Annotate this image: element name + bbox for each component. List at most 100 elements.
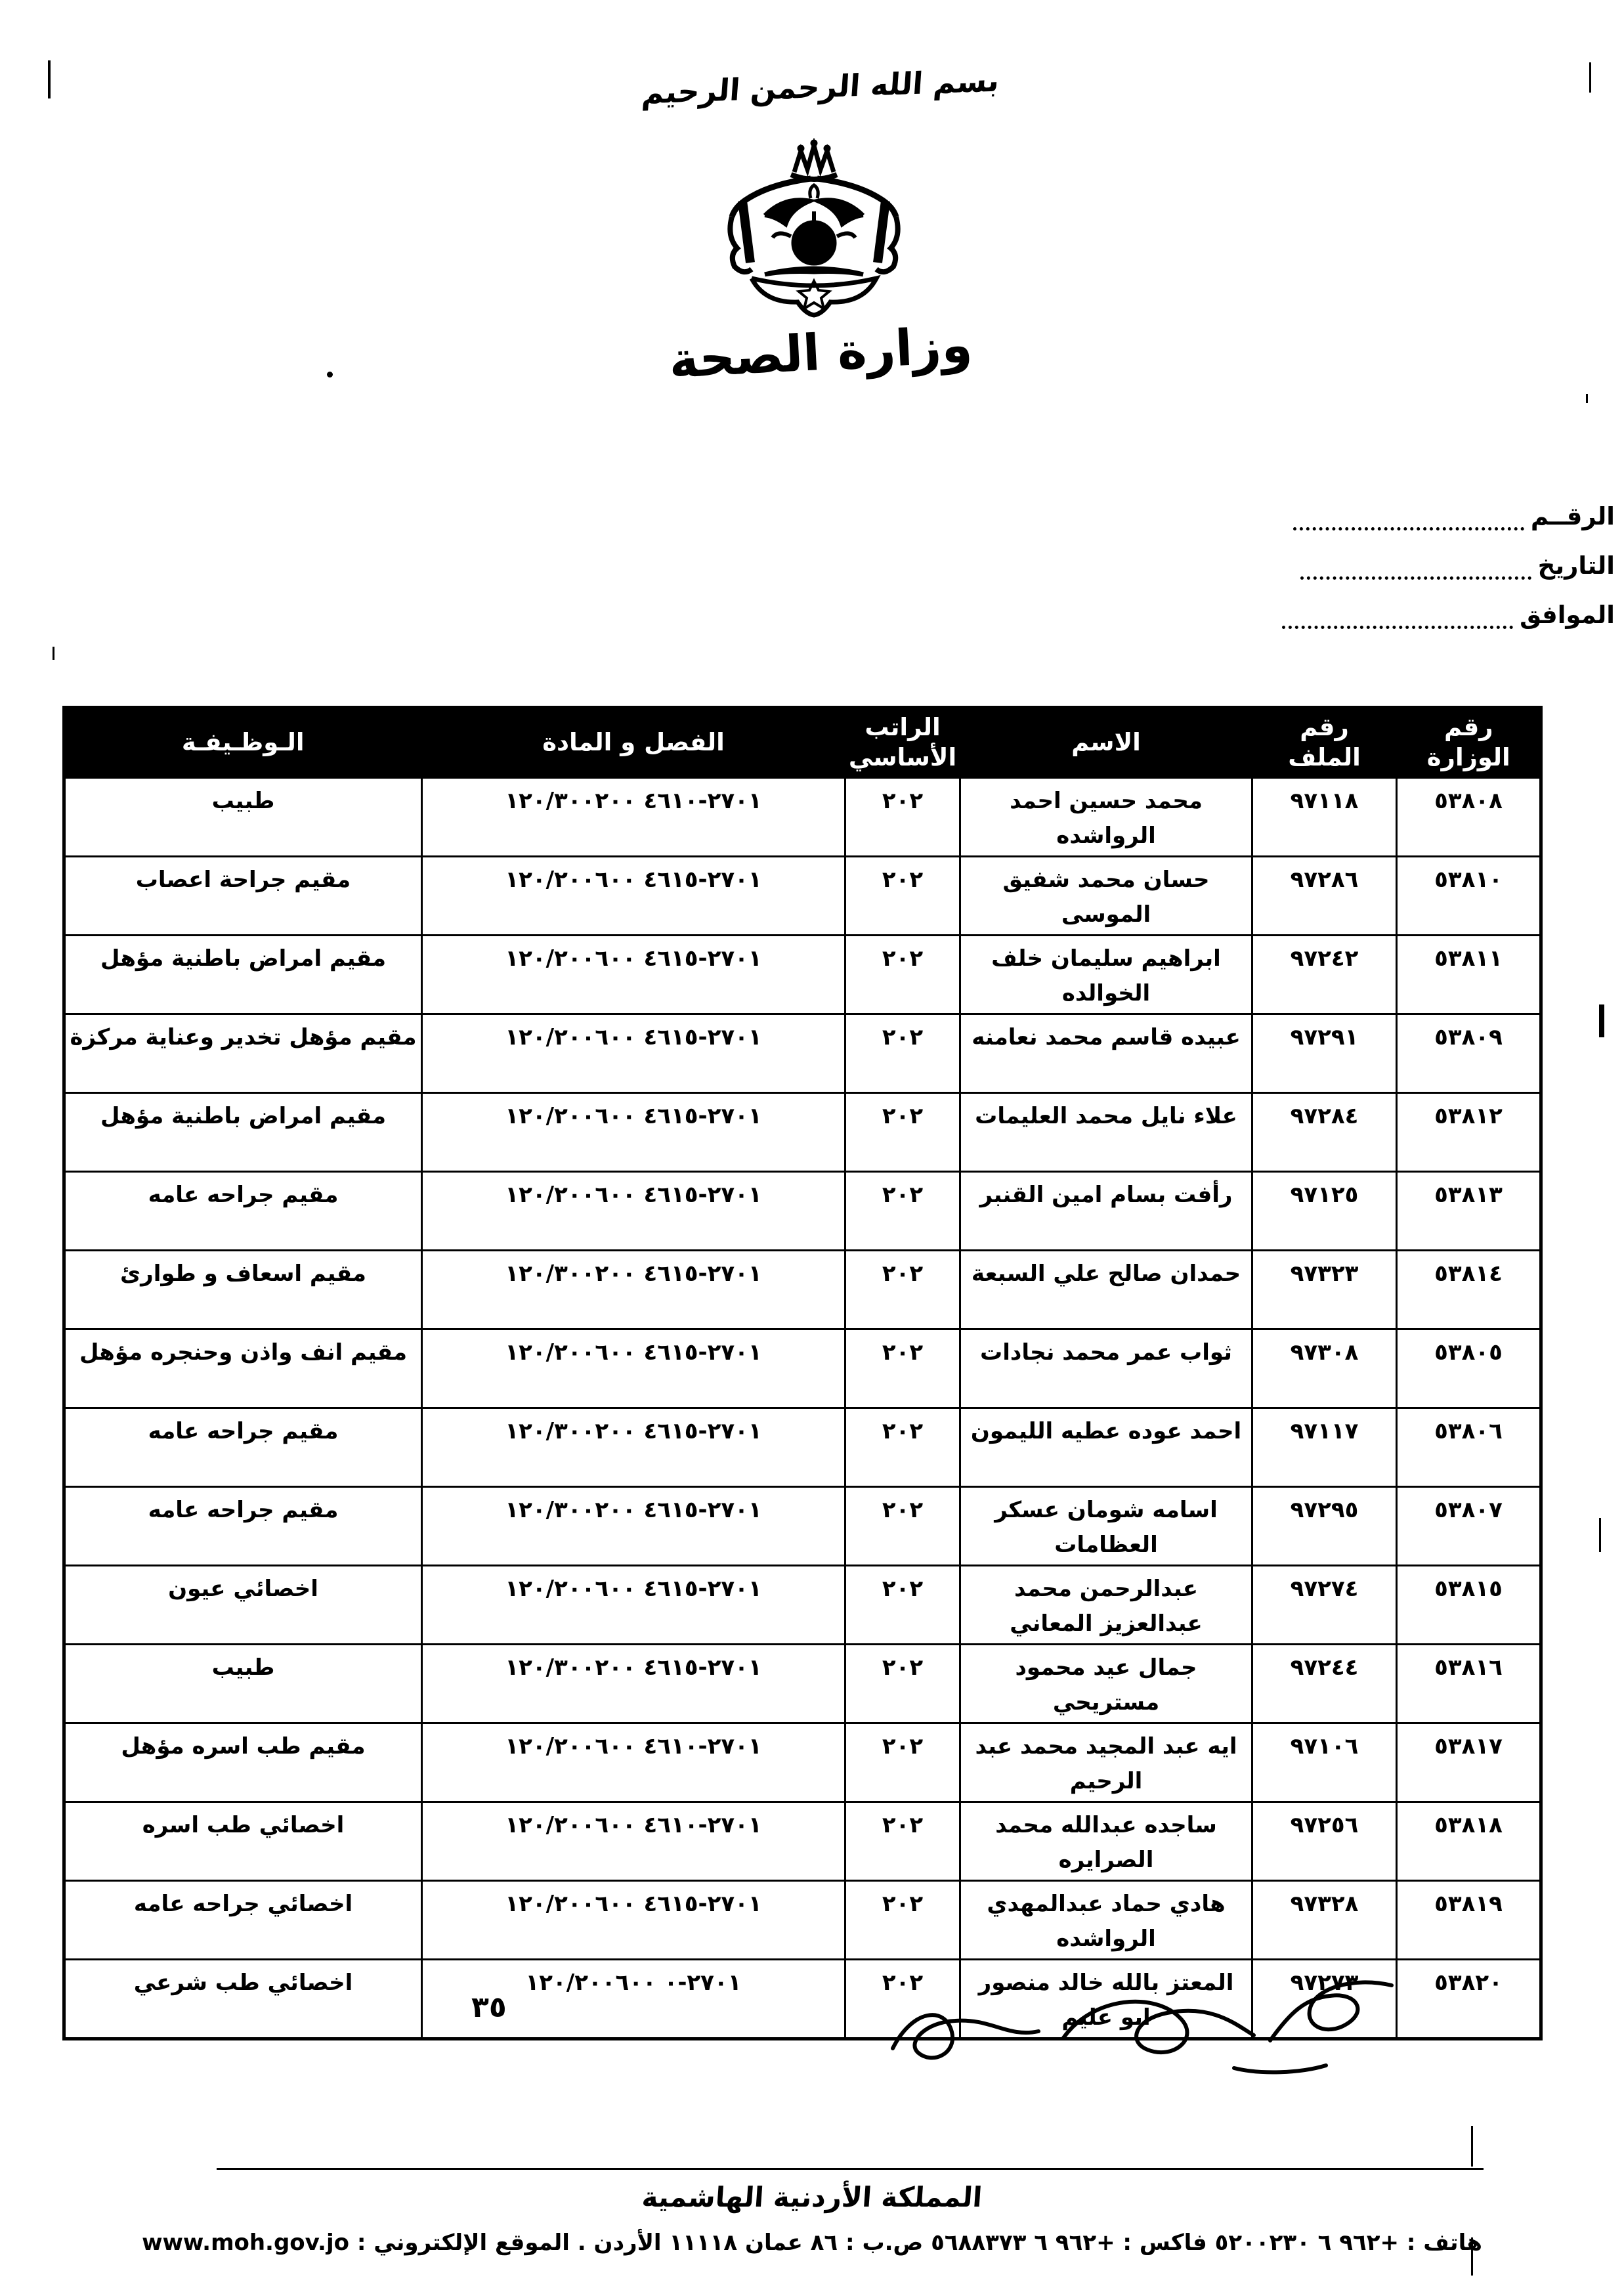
cell-chapter-article: ١٢٠/٣٠٠٢٠٠ ٤٦١٥-٢٧٠١: [421, 1486, 846, 1566]
cell-name: محمد حسين احمد الرواشده: [959, 776, 1253, 857]
table-row: ٥٣٨٢٠ ٩٧٢٧٣ المعتز بالله خالد منصور ابو عل…: [63, 1958, 1542, 2040]
header-job-title: الـوظـيفـة: [62, 706, 423, 779]
cell-file-number: ٩٧١٠٦: [1251, 1722, 1398, 1803]
cell-file-number: ٩٧٣٠٨: [1251, 1328, 1398, 1409]
footer-divider: [217, 2168, 1484, 2170]
table-row: ٥٣٨١٠ ٩٧٢٨٦ حسان محمد شفيق الموسى ٢٠٢ ١٢٠/٢٠…: [63, 855, 1542, 936]
cell-basic-salary: ٢٠٢: [844, 1013, 961, 1094]
cell-basic-salary: ٢٠٢: [844, 1643, 961, 1724]
cell-file-number: ٩٧٢٥٦: [1251, 1801, 1398, 1882]
cell-name: عبدالرحمن محمد عبدالعزيز المعاني: [959, 1565, 1253, 1645]
scan-mark-artifact: [53, 647, 54, 660]
cell-name: ابراهيم سليمان خلف الخوالده: [959, 934, 1253, 1015]
cell-ministry-number: ٥٣٨١٩: [1396, 1880, 1542, 1960]
cell-name: المعتز بالله خالد منصور ابو عليم: [959, 1958, 1253, 2040]
cell-file-number: ٩٧١٢٥: [1251, 1171, 1398, 1251]
cell-ministry-number: ٥٣٨٠٧: [1396, 1486, 1542, 1566]
cell-chapter-article: ١٢٠/٣٠٠٢٠٠ ٤٦١٠-٢٧٠١: [421, 776, 846, 857]
header-name: الاسم: [958, 706, 1254, 779]
cell-ministry-number: ٥٣٨١٦: [1396, 1643, 1542, 1724]
cell-file-number: ٩٧٢٤٢: [1251, 934, 1398, 1015]
cell-ministry-number: ٥٣٨٠٥: [1396, 1328, 1542, 1409]
cell-name: رأفت بسام امين القنبر: [959, 1171, 1253, 1251]
cell-job-title: مقيم مؤهل تخدير وعناية مركزة: [63, 1013, 423, 1094]
cell-chapter-article: ١٢٠/٣٠٠٢٠٠ ٤٦١٥-٢٧٠١: [421, 1249, 846, 1330]
table-row: ٥٣٨٠٥ ٩٧٣٠٨ ثواب عمر محمد نجادات ٢٠٢ ١٢٠/٢٠٠…: [63, 1328, 1542, 1409]
cell-name: علاء نايل محمد العليمات: [959, 1092, 1253, 1173]
table-row: ٥٣٨١٩ ٩٧٣٢٨ هادي حماد عبدالمهدي الرواشده ٢٠…: [63, 1880, 1542, 1960]
cell-name: حسان محمد شفيق الموسى: [959, 855, 1253, 936]
cell-ministry-number: ٥٣٨١٨: [1396, 1801, 1542, 1882]
cell-basic-salary: ٢٠٢: [844, 1486, 961, 1566]
cell-basic-salary: ٢٠٢: [844, 855, 961, 936]
cell-chapter-article: ١٢٠/٣٠٠٢٠٠ ٤٦١٥-٢٧٠١: [421, 1407, 846, 1488]
cell-ministry-number: ٥٣٨١١: [1396, 934, 1542, 1015]
scan-mark-artifact: [48, 60, 51, 98]
cell-chapter-article: ١٢٠/٢٠٠٦٠٠ ٤٦١٠-٢٧٠١: [421, 1722, 846, 1803]
table-row: ٥٣٨١٥ ٩٧٢٧٤ عبدالرحمن محمد عبدالعزيز المعا…: [63, 1565, 1542, 1645]
cell-basic-salary: ٢٠٢: [844, 1958, 961, 2040]
cell-ministry-number: ٥٣٨١٢: [1396, 1092, 1542, 1173]
table-row: ٥٣٨١٨ ٩٧٢٥٦ ساجده عبدالله محمد الصرايره ٢٠٢…: [63, 1801, 1542, 1882]
cell-ministry-number: ٥٣٨٠٨: [1396, 776, 1542, 857]
cell-job-title: اخصائي طب اسره: [63, 1801, 423, 1882]
date-dotted-line[interactable]: [1300, 554, 1531, 580]
cell-ministry-number: ٥٣٨١٣: [1396, 1171, 1542, 1251]
cell-chapter-article: ١٢٠/٢٠٠٦٠٠ ٤٦١٥-٢٧٠١: [421, 934, 846, 1015]
reference-fields: الرقــم التاريخ الموافق: [1195, 481, 1615, 629]
cell-basic-salary: ٢٠٢: [844, 1565, 961, 1645]
table-row: ٥٣٨١٢ ٩٧٢٨٤ علاء نايل محمد العليمات ٢٠٢ ١٢٠/…: [63, 1092, 1542, 1173]
cell-ministry-number: ٥٣٨١٠: [1396, 855, 1542, 936]
cell-basic-salary: ٢٠٢: [844, 776, 961, 857]
cell-file-number: ٩٧١١٧: [1251, 1407, 1398, 1488]
header-chapter-article: الفصل و المادة: [420, 706, 847, 779]
cell-basic-salary: ٢٠٢: [844, 1801, 961, 1882]
reference-agreed-row: الموافق: [1195, 580, 1615, 629]
table-row: ٥٣٨١٤ ٩٧٣٢٣ حمدان صالح علي السبعة ٢٠٢ ١٢٠/٣٠…: [63, 1249, 1542, 1330]
cell-chapter-article: ١٢٠/٢٠٠٦٠٠ ٤٦١٥-٢٧٠١: [421, 1092, 846, 1173]
cell-basic-salary: ٢٠٢: [844, 1407, 961, 1488]
handwritten-signature: [866, 1970, 1418, 2084]
table-row: ٥٣٨٠٧ ٩٧٢٩٥ اسامه شومان عسكر العظامات ٢٠٢ ١٢…: [63, 1486, 1542, 1566]
table-row: ٥٣٨١٧ ٩٧١٠٦ ايه عبد المجيد محمد عبد الرحيم…: [63, 1722, 1542, 1803]
cell-ministry-number: ٥٣٨٢٠: [1396, 1958, 1542, 2040]
cell-chapter-article: ١٢٠/٢٠٠٦٠٠ ٤٦١٠-٢٧٠١: [421, 1801, 846, 1882]
ministry-of-health-calligraphy: وزارة الصحة: [667, 314, 974, 390]
header-row: رقم الوزارة رقم الملف الاسم الراتب الأسا…: [62, 706, 1543, 779]
cell-file-number: ٩٧٢٨٦: [1251, 855, 1398, 936]
cell-file-number: ٩٧٢٩٥: [1251, 1486, 1398, 1566]
cell-name: ساجده عبدالله محمد الصرايره: [959, 1801, 1253, 1882]
cell-job-title: مقيم انف واذن وحنجره مؤهل: [63, 1328, 423, 1409]
cell-basic-salary: ٢٠٢: [844, 1171, 961, 1251]
cell-job-title: طبيب: [63, 1643, 423, 1724]
cell-ministry-number: ٥٣٨٠٩: [1396, 1013, 1542, 1094]
cell-file-number: ٩٧٣٢٨: [1251, 1880, 1398, 1960]
header-ministry-number: رقم الوزارة: [1395, 706, 1543, 779]
staff-table-body: ٥٣٨٠٨ ٩٧١١٨ محمد حسين احمد الرواشده ٢٠٢ ١٢٠/…: [63, 776, 1542, 2040]
cell-file-number: ٩٧١١٨: [1251, 776, 1398, 857]
cell-job-title: طبيب: [63, 776, 423, 857]
cell-chapter-article: ١٢٠/٢٠٠٦٠٠ ٤٦١٥-٢٧٠١: [421, 1880, 846, 1960]
table-row: ٥٣٨٠٦ ٩٧١١٧ احمد عوده عطيه الليمون ٢٠٢ ١٢٠/٣…: [63, 1407, 1542, 1488]
number-dotted-line[interactable]: [1293, 505, 1524, 530]
cell-chapter-article: ١٢٠/٢٠٠٦٠٠ ٤٦١٥-٢٧٠١: [421, 1171, 846, 1251]
header-basic-salary: الراتب الأساسي: [844, 706, 962, 779]
table-row: ٥٣٨٠٩ ٩٧٢٩١ عبيده قاسم محمد نعامنه ٢٠٢ ١٢٠/٢…: [63, 1013, 1542, 1094]
cell-basic-salary: ٢٠٢: [844, 1722, 961, 1803]
staff-table: رقم الوزارة رقم الملف الاسم الراتب الأسا…: [62, 706, 1543, 2040]
scan-dot-artifact: [327, 372, 333, 378]
date-label: التاريخ: [1537, 551, 1615, 580]
agreed-dotted-line[interactable]: [1282, 603, 1514, 629]
reference-number-row: الرقــم: [1195, 481, 1615, 530]
cell-job-title: مقيم امراض باطنية مؤهل: [63, 934, 423, 1015]
cell-name: ايه عبد المجيد محمد عبد الرحيم: [959, 1722, 1253, 1803]
cell-name: حمدان صالح علي السبعة: [959, 1249, 1253, 1330]
cell-basic-salary: ٢٠٢: [844, 1328, 961, 1409]
cell-job-title: مقيم طب اسره مؤهل: [63, 1722, 423, 1803]
cell-name: اسامه شومان عسكر العظامات: [959, 1486, 1253, 1566]
scan-mark-artifact: [1471, 2237, 1473, 2276]
cell-name: عبيده قاسم محمد نعامنه: [959, 1013, 1253, 1094]
page-number: ٣٥: [471, 1991, 507, 2024]
table-row: ٥٣٨١٦ ٩٧٢٤٤ جمال عيد محمود مستريحي ٢٠٢ ١٢٠/٣…: [63, 1643, 1542, 1724]
